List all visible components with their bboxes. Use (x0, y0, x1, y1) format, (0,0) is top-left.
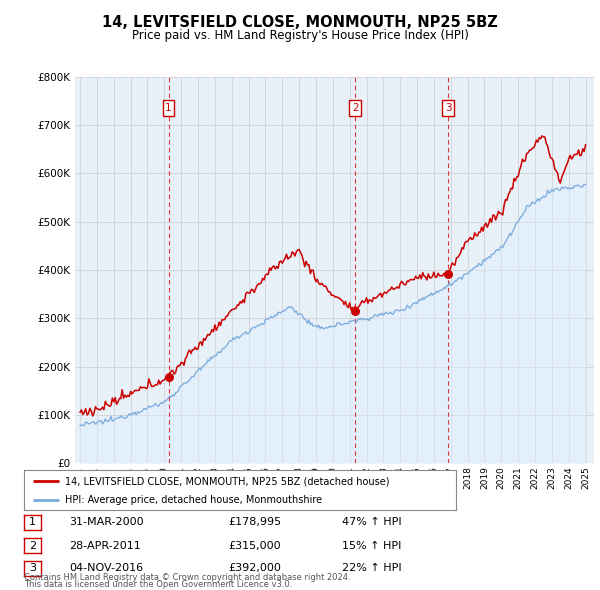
Text: 14, LEVITSFIELD CLOSE, MONMOUTH, NP25 5BZ: 14, LEVITSFIELD CLOSE, MONMOUTH, NP25 5B… (102, 15, 498, 30)
Text: 2: 2 (29, 541, 36, 550)
Text: £178,995: £178,995 (228, 517, 281, 527)
Text: 28-APR-2011: 28-APR-2011 (69, 541, 141, 550)
Text: 04-NOV-2016: 04-NOV-2016 (69, 563, 143, 573)
Text: 2: 2 (352, 103, 359, 113)
Point (350, 306, 360, 316)
Text: Contains HM Land Registry data © Crown copyright and database right 2024.: Contains HM Land Registry data © Crown c… (24, 573, 350, 582)
Text: £315,000: £315,000 (228, 541, 281, 550)
Text: Price paid vs. HM Land Registry's House Price Index (HPI): Price paid vs. HM Land Registry's House … (131, 30, 469, 42)
Point (443, 269, 453, 278)
Text: 3: 3 (29, 563, 36, 573)
Text: 22% ↑ HPI: 22% ↑ HPI (342, 563, 401, 573)
Point (164, 372, 173, 381)
Text: £392,000: £392,000 (228, 563, 281, 573)
Text: 3: 3 (445, 103, 451, 113)
Text: HPI: Average price, detached house, Monmouthshire: HPI: Average price, detached house, Monm… (65, 494, 322, 504)
Text: 15% ↑ HPI: 15% ↑ HPI (342, 541, 401, 550)
Text: This data is licensed under the Open Government Licence v3.0.: This data is licensed under the Open Gov… (24, 580, 292, 589)
Text: 47% ↑ HPI: 47% ↑ HPI (342, 517, 401, 527)
Text: 1: 1 (165, 103, 172, 113)
Text: 14, LEVITSFIELD CLOSE, MONMOUTH, NP25 5BZ (detached house): 14, LEVITSFIELD CLOSE, MONMOUTH, NP25 5B… (65, 476, 389, 486)
Text: 31-MAR-2000: 31-MAR-2000 (69, 517, 143, 527)
Text: 1: 1 (29, 517, 36, 527)
